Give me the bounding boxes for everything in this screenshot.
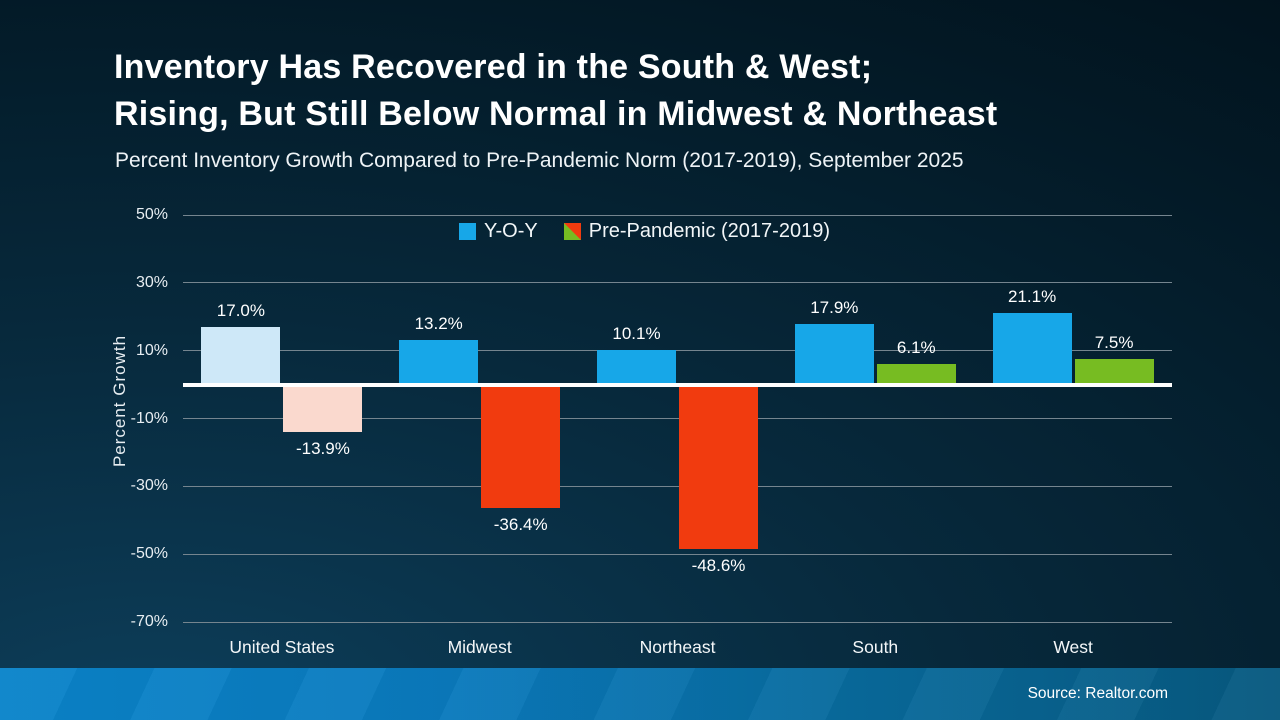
source-text: Source: Realtor.com [1027,685,1168,702]
bar-value-label-yoy-united-states: 17.0% [216,300,265,320]
gridline-30 [183,282,1172,284]
footer-bar: Source: Realtor.com [0,668,1280,720]
bar-prepandemic-united-states [283,384,363,432]
gridline--30 [183,485,1172,487]
bar-prepandemic-west [1074,359,1154,385]
category-label-midwest: Midwest [447,637,512,657]
gridline--10 [183,418,1172,419]
bar-yoy-west [992,313,1072,385]
y-tick-label--50: -50% [130,545,168,563]
bar-prepandemic-northeast [679,384,758,550]
bar-value-label-yoy-south: 17.9% [810,297,859,317]
legend-swatch-prepandemic-icon [563,223,581,240]
plot-area: 17.0% -13.9% United States 13.2% -36.4% Midwe… [183,214,1172,657]
bar-value-label-yoy-northeast: 10.1% [612,324,661,344]
bar-value-label-yoy-midwest: 13.2% [414,313,463,333]
category-label-south: South [852,637,899,657]
gridline-10 [183,350,1172,352]
gridline--70 [183,621,1172,623]
gridline-50 [183,214,1172,216]
category-label-united-states: United States [229,637,335,657]
legend-item-yoy: Y-O-Y [459,220,538,243]
bar-value-label-prepandemic-northeast: -48.6% [691,556,746,576]
category-label-northeast: Northeast [639,637,716,657]
legend-item-prepandemic: Pre-Pandemic (2017-2019) [563,220,830,243]
bar-yoy-midwest [399,339,479,385]
y-tick-label-30: 30% [135,273,168,291]
legend-label-prepandemic: Pre-Pandemic (2017-2019) [588,220,830,242]
bar-yoy-northeast [597,350,676,385]
bar-prepandemic-midwest [481,384,561,509]
chart-title-line2: Rising, But Still Below Normal in Midwes… [114,95,998,133]
chart-title-line1: Inventory Has Recovered in the South & W… [114,48,873,86]
chart-title: Inventory Has Recovered in the South & W… [114,44,997,138]
gridline--50 [183,553,1172,555]
bar-yoy-united-states [201,326,281,385]
y-tick-label--10: -10% [130,409,168,427]
y-tick-label-50: 50% [135,206,168,223]
bar-value-label-prepandemic-south: 6.1% [896,337,936,357]
legend-label-yoy: Y-O-Y [484,220,538,242]
chart-subtitle: Percent Inventory Growth Compared to Pre… [115,149,964,172]
zero-axis-line [183,382,1172,387]
bar-value-label-prepandemic-midwest: -36.4% [493,515,548,535]
y-tick-label--70: -70% [130,613,168,630]
bar-prepandemic-south [876,363,956,385]
bar-value-label-prepandemic-united-states: -13.9% [295,438,350,458]
legend: Y-O-Y Pre-Pandemic (2017-2019) [150,220,1139,243]
y-tick-label--30: -30% [130,477,168,495]
bar-value-label-prepandemic-west: 7.5% [1094,333,1134,353]
legend-swatch-yoy-icon [459,223,476,240]
category-label-west: West [1053,637,1093,657]
bar-yoy-south [794,323,874,385]
bar-value-label-yoy-west: 21.1% [1007,287,1057,307]
y-tick-label-10: 10% [135,341,168,359]
